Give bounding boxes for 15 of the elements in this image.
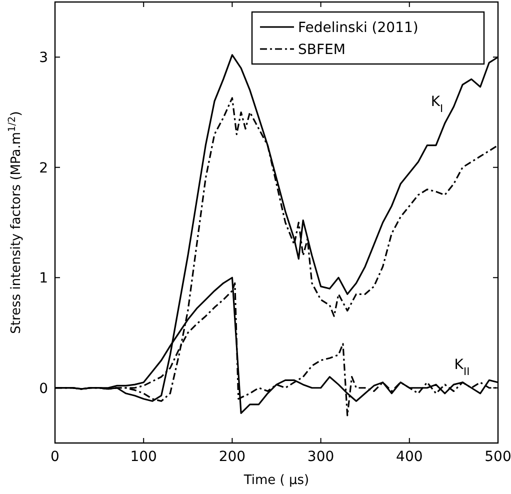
annotation: K$_{I}$ xyxy=(430,94,444,115)
y-tick-label: 3 xyxy=(39,50,48,66)
y-tick-label: 2 xyxy=(39,160,48,176)
annotation: K$_{II}$ xyxy=(454,357,470,378)
x-tick-label: 300 xyxy=(307,449,334,465)
x-tick-label: 0 xyxy=(50,449,60,465)
legend-label: SBFEM xyxy=(298,42,346,58)
x-axis-title: Time ( μs) xyxy=(242,473,310,488)
x-tick-label: 500 xyxy=(484,449,511,465)
y-tick-label: 0 xyxy=(39,380,48,397)
x-tick-label: 100 xyxy=(130,449,157,465)
x-tick-label: 200 xyxy=(218,449,246,465)
y-tick-label: 1 xyxy=(39,270,48,287)
x-tick-label: 400 xyxy=(396,449,423,465)
legend-label: Fedelinski (2011) xyxy=(298,20,418,36)
